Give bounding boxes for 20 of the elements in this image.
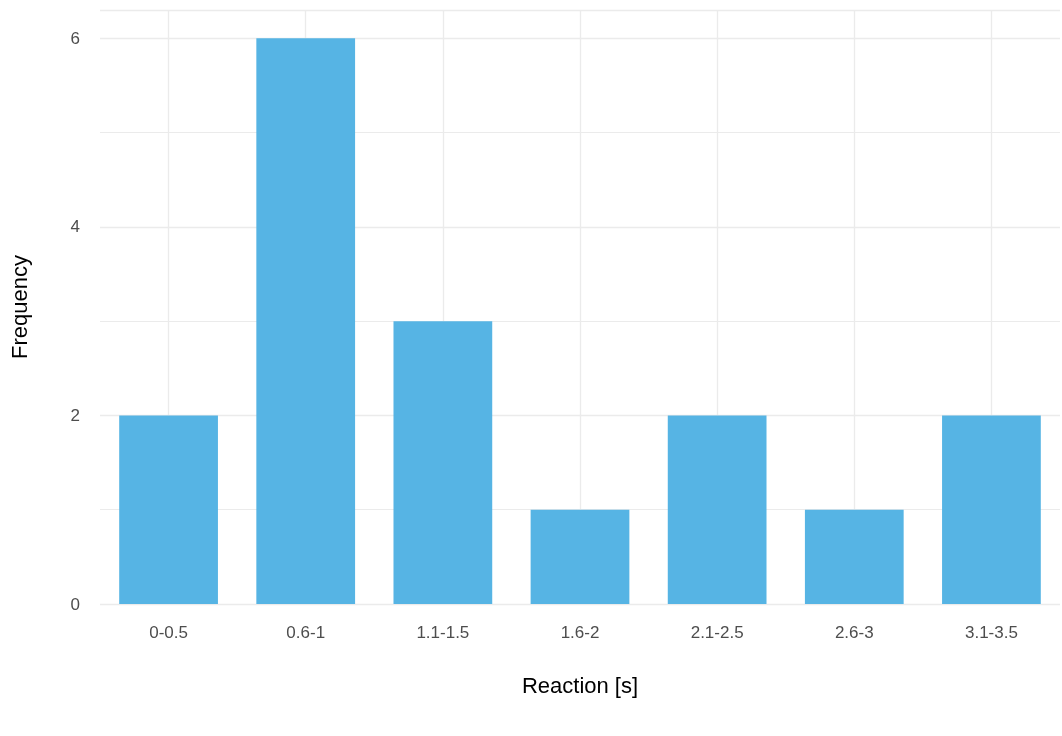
y-tick-label: 0 <box>70 594 80 614</box>
y-tick-label: 2 <box>70 405 80 425</box>
x-tick-label: 1.1-1.5 <box>416 623 470 642</box>
x-tick-label: 0-0.5 <box>149 623 188 642</box>
x-tick-label: 2.6-3 <box>834 623 874 642</box>
y-tick-label: 4 <box>70 217 80 237</box>
bar <box>804 509 904 604</box>
y-axis-title: Frequency <box>6 255 32 359</box>
x-tick-label: 0.6-1 <box>286 623 326 642</box>
bar <box>942 415 1041 604</box>
x-tick-label: 2.1-2.5 <box>690 623 744 642</box>
bar <box>119 415 218 604</box>
bar <box>256 38 356 604</box>
x-tick-label: 3.1-3.5 <box>964 623 1018 642</box>
x-axis-title: Reaction [s] <box>521 672 639 698</box>
x-tick-label: 1.6-2 <box>560 623 600 642</box>
bar <box>667 415 767 604</box>
bar <box>393 321 493 604</box>
y-tick-label: 6 <box>70 28 80 48</box>
bar <box>530 509 630 604</box>
